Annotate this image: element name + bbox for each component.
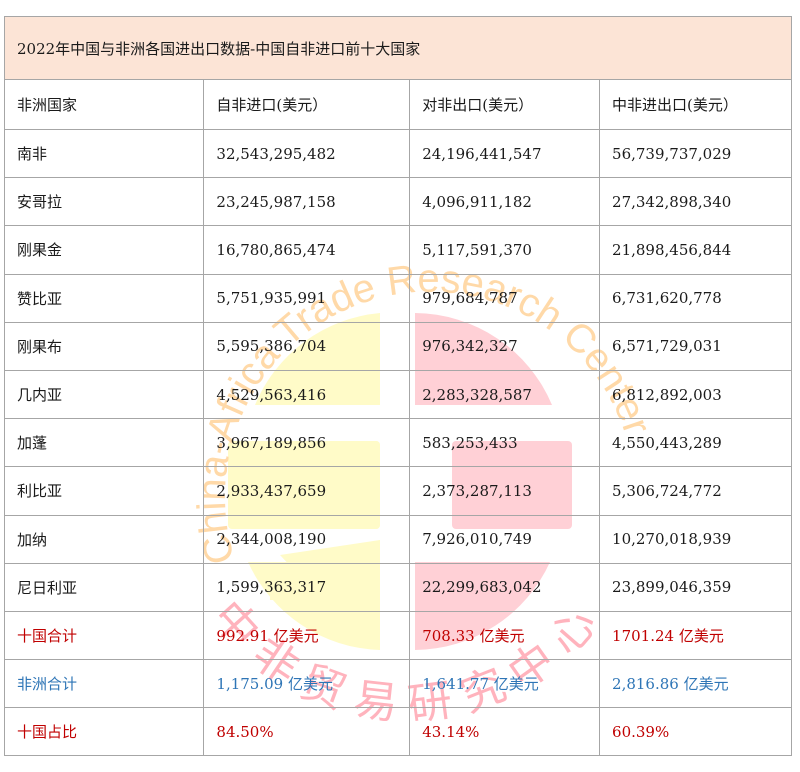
table-row: 刚果金 16,780,865,474 5,117,591,370 21,898,456… [3, 225, 792, 275]
cell-total: 6,571,729,031 [599, 321, 792, 371]
summary-cell-import: 1,175.09 亿美元 [203, 659, 411, 709]
table-row: 几内亚 4,529,563,416 2,283,328,587 6,812,892,0… [3, 369, 792, 420]
summary-row: 十国占比 84.50% 43.14% 60.39% [3, 707, 792, 757]
cell-country: 加纳 [3, 514, 205, 564]
cell-export: 5,117,591,370 [409, 225, 601, 275]
table-title: 2022年中国与非洲各国进出口数据-中国自非进口前十大国家 [4, 16, 792, 80]
cell-export: 7,926,010,749 [409, 514, 601, 564]
summary-cell-total: 2,816.86 亿美元 [599, 659, 792, 709]
cell-import: 32,543,295,482 [203, 128, 411, 179]
cell-export: 22,299,683,042 [409, 562, 601, 612]
summary-cell-export: 708.33 亿美元 [409, 610, 601, 661]
cell-country: 刚果布 [3, 321, 205, 371]
cell-country: 尼日利亚 [3, 562, 205, 612]
summary-cell-export: 1,641.77 亿美元 [409, 659, 601, 709]
summary-cell-total: 60.39% [599, 707, 792, 757]
table-row: 赞比亚 5,751,935,991 979,684,787 6,731,620,778 [3, 273, 792, 323]
cell-country: 加蓬 [3, 418, 205, 468]
summary-row: 十国合计 992.91 亿美元 708.33 亿美元 1701.24 亿美元 [3, 610, 792, 661]
cell-total: 56,739,737,029 [599, 128, 792, 179]
table-row: 安哥拉 23,245,987,158 4,096,911,182 27,342,898… [3, 177, 792, 227]
cell-export: 4,096,911,182 [409, 177, 601, 227]
cell-export: 24,196,441,547 [409, 128, 601, 179]
cell-total: 4,550,443,289 [599, 418, 792, 468]
cell-import: 5,751,935,991 [203, 273, 411, 323]
cell-import: 3,967,189,856 [203, 418, 411, 468]
cell-import: 2,933,437,659 [203, 466, 411, 516]
summary-cell-total: 1701.24 亿美元 [599, 610, 792, 661]
cell-total: 23,899,046,359 [599, 562, 792, 612]
cell-total: 5,306,724,772 [599, 466, 792, 516]
cell-country: 南非 [3, 128, 205, 179]
cell-import: 5,595,386,704 [203, 321, 411, 371]
cell-total: 6,812,892,003 [599, 369, 792, 420]
cell-import: 23,245,987,158 [203, 177, 411, 227]
header-import: 自非进口(美元） [203, 79, 411, 130]
cell-export: 979,684,787 [409, 273, 601, 323]
header-row: 非洲国家 自非进口(美元） 对非出口(美元） 中非进出口(美元） [3, 79, 792, 130]
cell-total: 6,731,620,778 [599, 273, 792, 323]
cell-import: 16,780,865,474 [203, 225, 411, 275]
summary-cell-import: 84.50% [203, 707, 411, 757]
cell-country: 刚果金 [3, 225, 205, 275]
cell-import: 2,344,008,190 [203, 514, 411, 564]
table-row: 尼日利亚 1,599,363,317 22,299,683,042 23,899,04… [3, 562, 792, 612]
table-row: 利比亚 2,933,437,659 2,373,287,113 5,306,724,7… [3, 466, 792, 516]
summary-cell-export: 43.14% [409, 707, 601, 757]
trade-table: 2022年中国与非洲各国进出口数据-中国自非进口前十大国家 非洲国家 自非进口(… [3, 16, 792, 757]
cell-export: 583,253,433 [409, 418, 601, 468]
cell-total: 10,270,018,939 [599, 514, 792, 564]
cell-import: 1,599,363,317 [203, 562, 411, 612]
table-row: 加蓬 3,967,189,856 583,253,433 4,550,443,289 [3, 418, 792, 468]
cell-country: 利比亚 [3, 466, 205, 516]
cell-export: 976,342,327 [409, 321, 601, 371]
cell-export: 2,283,328,587 [409, 369, 601, 420]
header-total: 中非进出口(美元） [599, 79, 792, 130]
summary-cell-label: 十国占比 [3, 707, 205, 757]
cell-total: 27,342,898,340 [599, 177, 792, 227]
table-body: 南非 32,543,295,482 24,196,441,547 56,739,737… [3, 128, 792, 757]
summary-cell-label: 非洲合计 [3, 659, 205, 709]
summary-row: 非洲合计 1,175.09 亿美元 1,641.77 亿美元 2,816.86 亿美元 [3, 659, 792, 709]
cell-country: 赞比亚 [3, 273, 205, 323]
header-export: 对非出口(美元） [409, 79, 601, 130]
title-row: 2022年中国与非洲各国进出口数据-中国自非进口前十大国家 [4, 16, 792, 80]
cell-export: 2,373,287,113 [409, 466, 601, 516]
summary-cell-import: 992.91 亿美元 [203, 610, 411, 661]
table-row: 南非 32,543,295,482 24,196,441,547 56,739,737… [3, 128, 792, 179]
table-row: 刚果布 5,595,386,704 976,342,327 6,571,729,031 [3, 321, 792, 371]
table-row: 加纳 2,344,008,190 7,926,010,749 10,270,018,9… [3, 514, 792, 564]
cell-country: 几内亚 [3, 369, 205, 420]
cell-country: 安哥拉 [3, 177, 205, 227]
header-country: 非洲国家 [3, 79, 205, 130]
cell-total: 21,898,456,844 [599, 225, 792, 275]
cell-import: 4,529,563,416 [203, 369, 411, 420]
summary-cell-label: 十国合计 [3, 610, 205, 661]
